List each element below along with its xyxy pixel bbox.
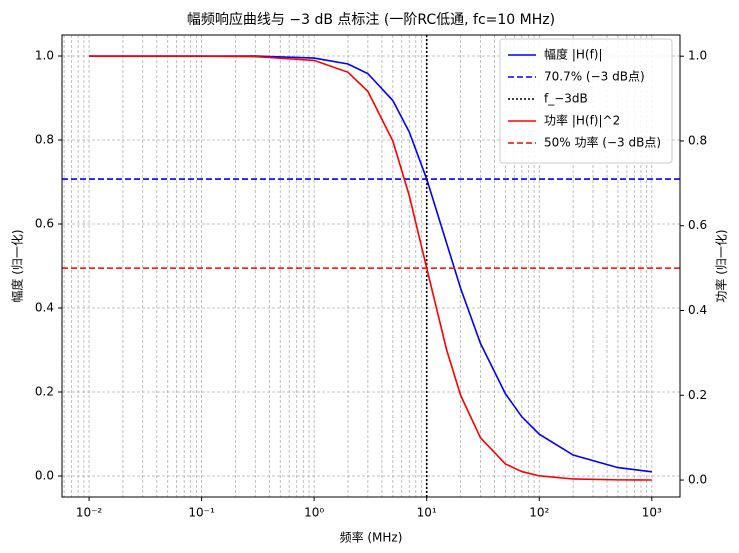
- legend-label: 幅度 |H(f)|: [544, 47, 603, 62]
- y2-axis-label: 功率 (归一化): [714, 229, 729, 302]
- x-tick-label: 10¹: [417, 506, 437, 520]
- y2-tick-label: 0.6: [688, 218, 707, 232]
- x-tick-label: 10⁻²: [76, 506, 103, 520]
- legend-label: f_−3dB: [544, 92, 588, 106]
- x-tick-label: 10³: [642, 506, 662, 520]
- legend-label: 70.7% (−3 dB点): [544, 70, 645, 84]
- legend-label: 50% 功率 (−3 dB点): [544, 135, 661, 150]
- line-series: [89, 55, 652, 481]
- x-axis-label: 频率 (MHz): [340, 530, 403, 545]
- legend: 幅度 |H(f)| 70.7% (−3 dB点) f_−3dB 功率 |H(f)|^2…: [499, 38, 673, 164]
- y2-tick-label: 0.0: [688, 473, 707, 487]
- plot-frame: [61, 34, 681, 498]
- x-tick-label: 10²: [529, 506, 549, 520]
- y-tick-label: 1.0: [35, 49, 54, 63]
- y2-tick-label: 0.4: [688, 303, 707, 317]
- x-tick-label: 10⁰: [304, 506, 324, 520]
- y-tick-label: 0.6: [35, 217, 54, 231]
- legend-box: [499, 38, 673, 164]
- y2-tick-label: 0.2: [688, 388, 707, 402]
- y-tick-label: 0.0: [35, 469, 54, 483]
- line-series: [89, 55, 652, 473]
- legend-label: 功率 |H(f)|^2: [544, 113, 620, 128]
- x-tick-label: 10⁻¹: [188, 506, 215, 520]
- y2-tick-label: 1.0: [688, 49, 707, 63]
- y-tick-label: 0.8: [35, 133, 54, 147]
- y-tick-label: 0.2: [35, 385, 54, 399]
- y-tick-label: 0.4: [35, 301, 54, 315]
- chart-title: 幅频响应曲线与 −3 dB 点标注 (一阶RC低通, fc=10 MHz): [187, 11, 555, 28]
- y2-tick-label: 0.8: [688, 133, 707, 147]
- y-axis-label: 幅度 (归一化): [10, 229, 25, 302]
